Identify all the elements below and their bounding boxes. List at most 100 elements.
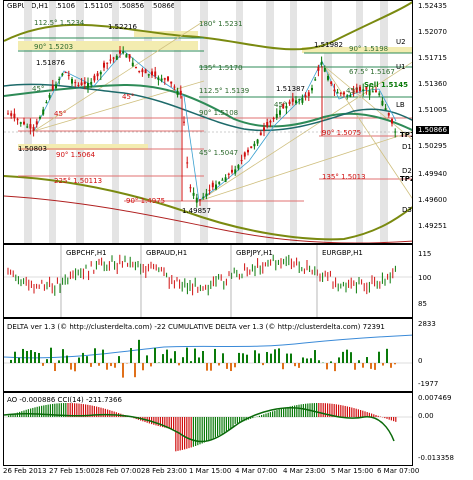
delta-bar <box>314 350 316 363</box>
ao-bar <box>373 414 375 417</box>
price-tick: 1.51360 <box>418 80 447 88</box>
delta-bar <box>46 359 48 363</box>
ao-bar <box>102 408 104 417</box>
delta-pane[interactable]: DELTA ver 1.3 (© http://clusterdelta.com… <box>3 318 413 392</box>
delta-bar <box>354 363 356 370</box>
delta-bar <box>190 361 192 363</box>
annotation-17: 45° <box>54 110 67 118</box>
ao-bar <box>49 404 51 417</box>
candle-body <box>195 197 198 203</box>
candle-body <box>285 106 288 109</box>
annotation-20: 45° 1.5047 <box>199 149 239 157</box>
ao-bar <box>67 403 69 417</box>
ao-bar <box>91 405 93 417</box>
ao-bar <box>225 417 227 432</box>
candle-body <box>320 62 323 65</box>
candle-body <box>138 70 141 72</box>
ao-bar <box>252 417 254 419</box>
ao-bar <box>175 417 177 452</box>
candle-body <box>269 120 272 123</box>
ao-bar <box>298 404 300 417</box>
annotation-25: 1.49857 <box>182 207 211 215</box>
candle-body <box>362 89 365 92</box>
candle-body <box>7 113 9 115</box>
delta-bar <box>214 348 216 363</box>
ao-bar <box>74 403 76 417</box>
candle-body <box>131 62 134 67</box>
ao-bar <box>177 417 179 451</box>
ao-bar <box>318 403 320 417</box>
ao-bar <box>192 417 194 447</box>
main-price-scale[interactable]: 1.52435 1.52070 1.51715 1.51360 1.51005 … <box>414 0 473 244</box>
ao-bar <box>368 412 370 417</box>
ao-bar <box>104 408 106 417</box>
candle-body <box>183 121 185 123</box>
ao-bar <box>294 405 296 417</box>
ao-bar <box>333 404 335 417</box>
candle-body <box>45 102 48 104</box>
delta-bar <box>42 363 44 366</box>
ao-cci-pane[interactable]: AO -0.000886 CCI(14) -211.7366 <box>3 392 413 466</box>
compare-pane[interactable]: GBPCHF,H1 GBPAUD,H1 GBPJPY,H1 EURGBP,H1 <box>3 244 413 318</box>
delta-bar <box>14 351 16 363</box>
ao-bar <box>78 403 80 417</box>
ao-bar <box>38 406 40 417</box>
ao-bar <box>291 405 293 417</box>
delta-bar <box>138 339 140 363</box>
ao-bar <box>212 417 214 439</box>
ao-bar <box>63 403 65 417</box>
delta-bar <box>18 357 20 363</box>
candle-body <box>346 95 349 97</box>
ao-bar <box>355 408 357 417</box>
delta-tick: -1977 <box>418 380 439 388</box>
ao-bar <box>80 403 82 417</box>
candle-body <box>16 119 19 121</box>
ao-bar <box>324 403 326 417</box>
ao-bar <box>159 417 161 427</box>
delta-bar <box>86 356 88 363</box>
time-axis[interactable]: 26 Feb 2013 27 Feb 15:00 28 Feb 07:00 28… <box>3 466 419 480</box>
annotation-13: 45° <box>122 93 135 101</box>
ao-bar <box>313 403 315 417</box>
candle-body <box>266 122 269 127</box>
ao-bar <box>261 415 263 417</box>
delta-bar <box>286 353 288 363</box>
ao-bar <box>162 417 164 428</box>
candle-body <box>327 76 329 80</box>
price-tick: 1.49940 <box>418 170 447 178</box>
delta-bar <box>74 363 76 372</box>
ao-bar <box>190 417 192 448</box>
candle-body <box>272 118 275 120</box>
ao-bar <box>267 412 269 417</box>
delta-bar <box>358 360 360 363</box>
delta-bar <box>226 363 228 369</box>
ao-bar <box>100 407 102 417</box>
ao-bar <box>203 417 205 443</box>
ao-bar <box>346 406 348 417</box>
candle-body <box>48 95 51 98</box>
ao-bar <box>164 417 166 428</box>
candle-body <box>250 146 253 149</box>
candle-body <box>10 113 13 116</box>
ao-bar <box>386 417 388 419</box>
candle-body <box>80 82 83 86</box>
ao-bar <box>390 417 392 421</box>
delta-bar <box>306 358 308 363</box>
candle-body <box>355 87 358 93</box>
candle-body <box>125 54 128 58</box>
candle-body <box>211 182 214 188</box>
ao-bar <box>43 405 45 417</box>
delta-bar <box>130 348 132 363</box>
main-price-pane[interactable]: GBPUSD,H1 1.5106 5 1.51105 1.50856 1.508… <box>3 0 413 244</box>
ao-bar <box>320 403 322 417</box>
candle-body <box>314 79 317 81</box>
delta-tick: 0 <box>418 357 423 365</box>
candle-body <box>192 192 195 196</box>
level-tp1: TP1 <box>400 131 412 139</box>
candle-body <box>295 100 297 104</box>
candle-body <box>186 162 189 164</box>
candle-body <box>29 124 32 129</box>
candle-body <box>128 54 131 59</box>
candle-body <box>67 74 70 76</box>
